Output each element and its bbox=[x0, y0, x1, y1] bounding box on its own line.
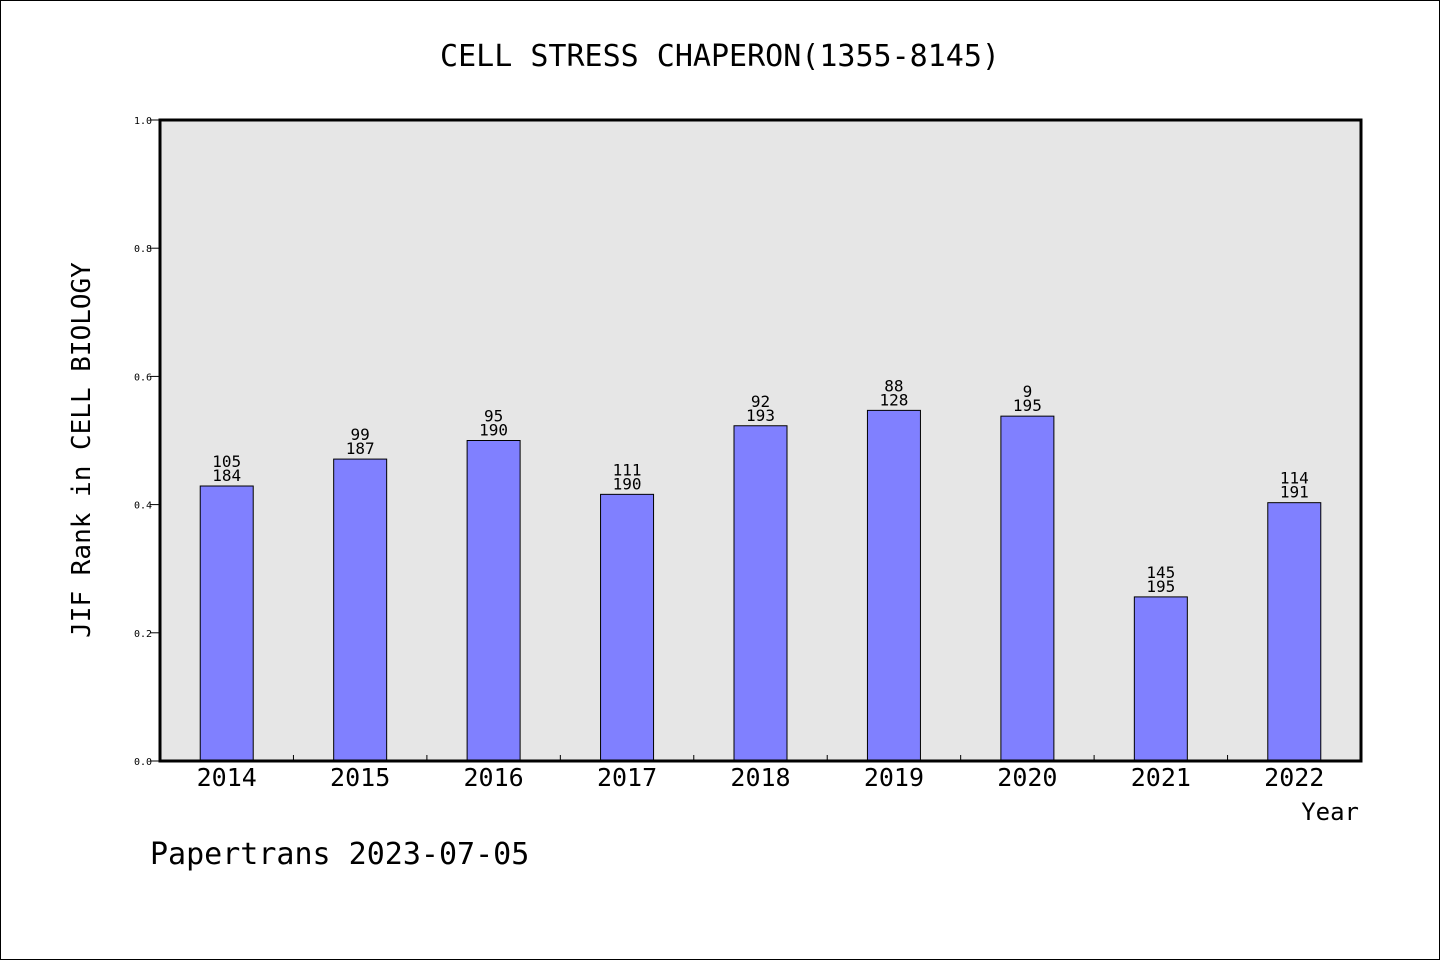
bar-rank-label: 105 bbox=[212, 452, 241, 471]
bar-total-label: 193 bbox=[746, 406, 775, 425]
bar-rank-label: 114 bbox=[1280, 469, 1309, 488]
x-tick-label: 2016 bbox=[464, 763, 524, 792]
bar-2014 bbox=[199, 485, 254, 762]
chart-title: CELL STRESS CHAPERON(1355-8145) bbox=[440, 39, 1000, 74]
bar-2022 bbox=[1267, 502, 1322, 762]
bar-2021 bbox=[1133, 596, 1188, 762]
y-axis-ticks: 0.0 0.2 0.4 0.6 0.8 1.0 bbox=[134, 116, 160, 768]
bar-rank-label: 99 bbox=[351, 425, 370, 444]
x-tick-label: 2022 bbox=[1264, 763, 1324, 792]
y-tick-label: 0.0 bbox=[134, 757, 152, 768]
bar-total-label: 191 bbox=[1280, 483, 1309, 502]
x-tick-label: 2015 bbox=[330, 763, 390, 792]
bar-total-label: 187 bbox=[346, 439, 375, 458]
y-tick-label: 0.6 bbox=[134, 372, 152, 383]
bar-total-label: 184 bbox=[212, 466, 241, 485]
footer-credit: Papertrans 2023-07-05 bbox=[150, 837, 529, 872]
x-axis-ticks: 2014 2015 2016 2017 2018 2019 2020 2021 2022 bbox=[197, 755, 1324, 792]
bar-total-label: 190 bbox=[613, 474, 642, 493]
bar-total-label: 195 bbox=[1146, 577, 1175, 596]
bar-rank-label: 9 bbox=[1023, 382, 1033, 401]
x-tick-label: 2019 bbox=[864, 763, 924, 792]
y-tick-label: 0.4 bbox=[134, 501, 152, 512]
x-tick-label: 2014 bbox=[197, 763, 257, 792]
bar-total-label: 128 bbox=[879, 390, 908, 409]
bar-rank-label: 111 bbox=[613, 460, 642, 479]
bars bbox=[199, 409, 1322, 762]
bar-2015 bbox=[333, 458, 388, 762]
bar-2016 bbox=[466, 440, 521, 762]
y-tick-label: 1.0 bbox=[134, 116, 152, 127]
x-tick-label: 2020 bbox=[997, 763, 1057, 792]
bar-2019 bbox=[866, 409, 921, 762]
bar-rank-label: 92 bbox=[751, 392, 770, 411]
x-tick-label: 2018 bbox=[730, 763, 790, 792]
x-axis-label: Year bbox=[1301, 798, 1359, 826]
bar-rank-label: 88 bbox=[884, 376, 903, 395]
y-axis-label: JIF Rank in CELL BIOLOGY bbox=[67, 262, 97, 638]
bar-rank-label: 95 bbox=[484, 407, 503, 426]
y-tick-label: 0.8 bbox=[134, 244, 152, 255]
bar-rank-label: 145 bbox=[1146, 563, 1175, 582]
y-tick-label: 0.2 bbox=[134, 629, 152, 640]
bar-total-label: 190 bbox=[479, 421, 508, 440]
bar-total-label: 195 bbox=[1013, 396, 1042, 415]
x-tick-label: 2017 bbox=[597, 763, 657, 792]
x-tick-label: 2021 bbox=[1131, 763, 1191, 792]
bar-2020 bbox=[1000, 415, 1055, 762]
bar-2018 bbox=[733, 425, 788, 762]
bar-2017 bbox=[600, 493, 655, 762]
plot-border bbox=[158, 118, 1363, 763]
